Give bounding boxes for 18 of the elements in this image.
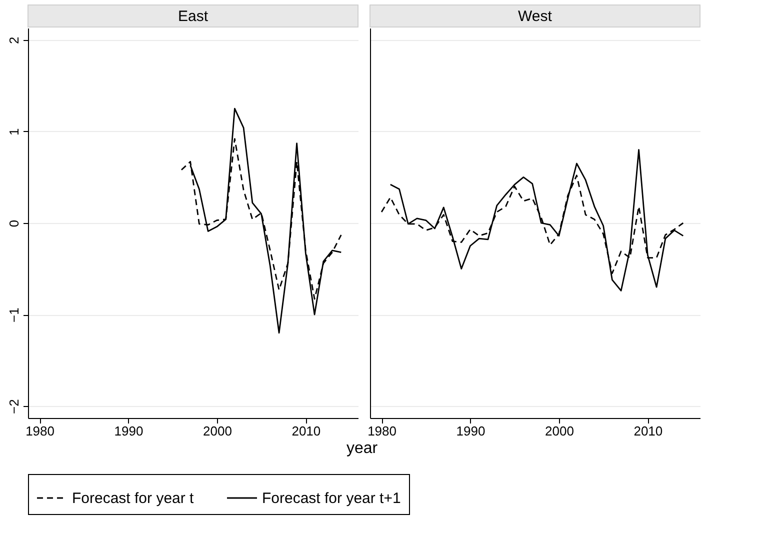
x-axis-title: year [346, 440, 378, 457]
y-tick-label: −2 [6, 399, 22, 414]
legend-label: Forecast for year t+1 [262, 490, 401, 507]
chart-title: West [518, 8, 553, 25]
y-tick-label: 2 [6, 36, 22, 44]
x-tick-label: 2010 [292, 424, 321, 438]
x-tick-label: 2000 [544, 424, 574, 438]
x-tick-label: 1990 [456, 424, 486, 438]
x-tick-label: 2000 [202, 424, 232, 438]
x-tick-label: 1980 [26, 424, 54, 438]
y-tick-label: −1 [6, 308, 22, 322]
x-tick-label: 2010 [634, 424, 663, 438]
x-tick-label: 1980 [368, 424, 396, 438]
y-tick-label: 0 [6, 220, 22, 228]
chart-title: East [178, 8, 209, 25]
x-tick-label: 1990 [114, 424, 144, 438]
legend-label: Forecast for year t [72, 490, 195, 507]
y-tick-label: 1 [6, 128, 22, 136]
